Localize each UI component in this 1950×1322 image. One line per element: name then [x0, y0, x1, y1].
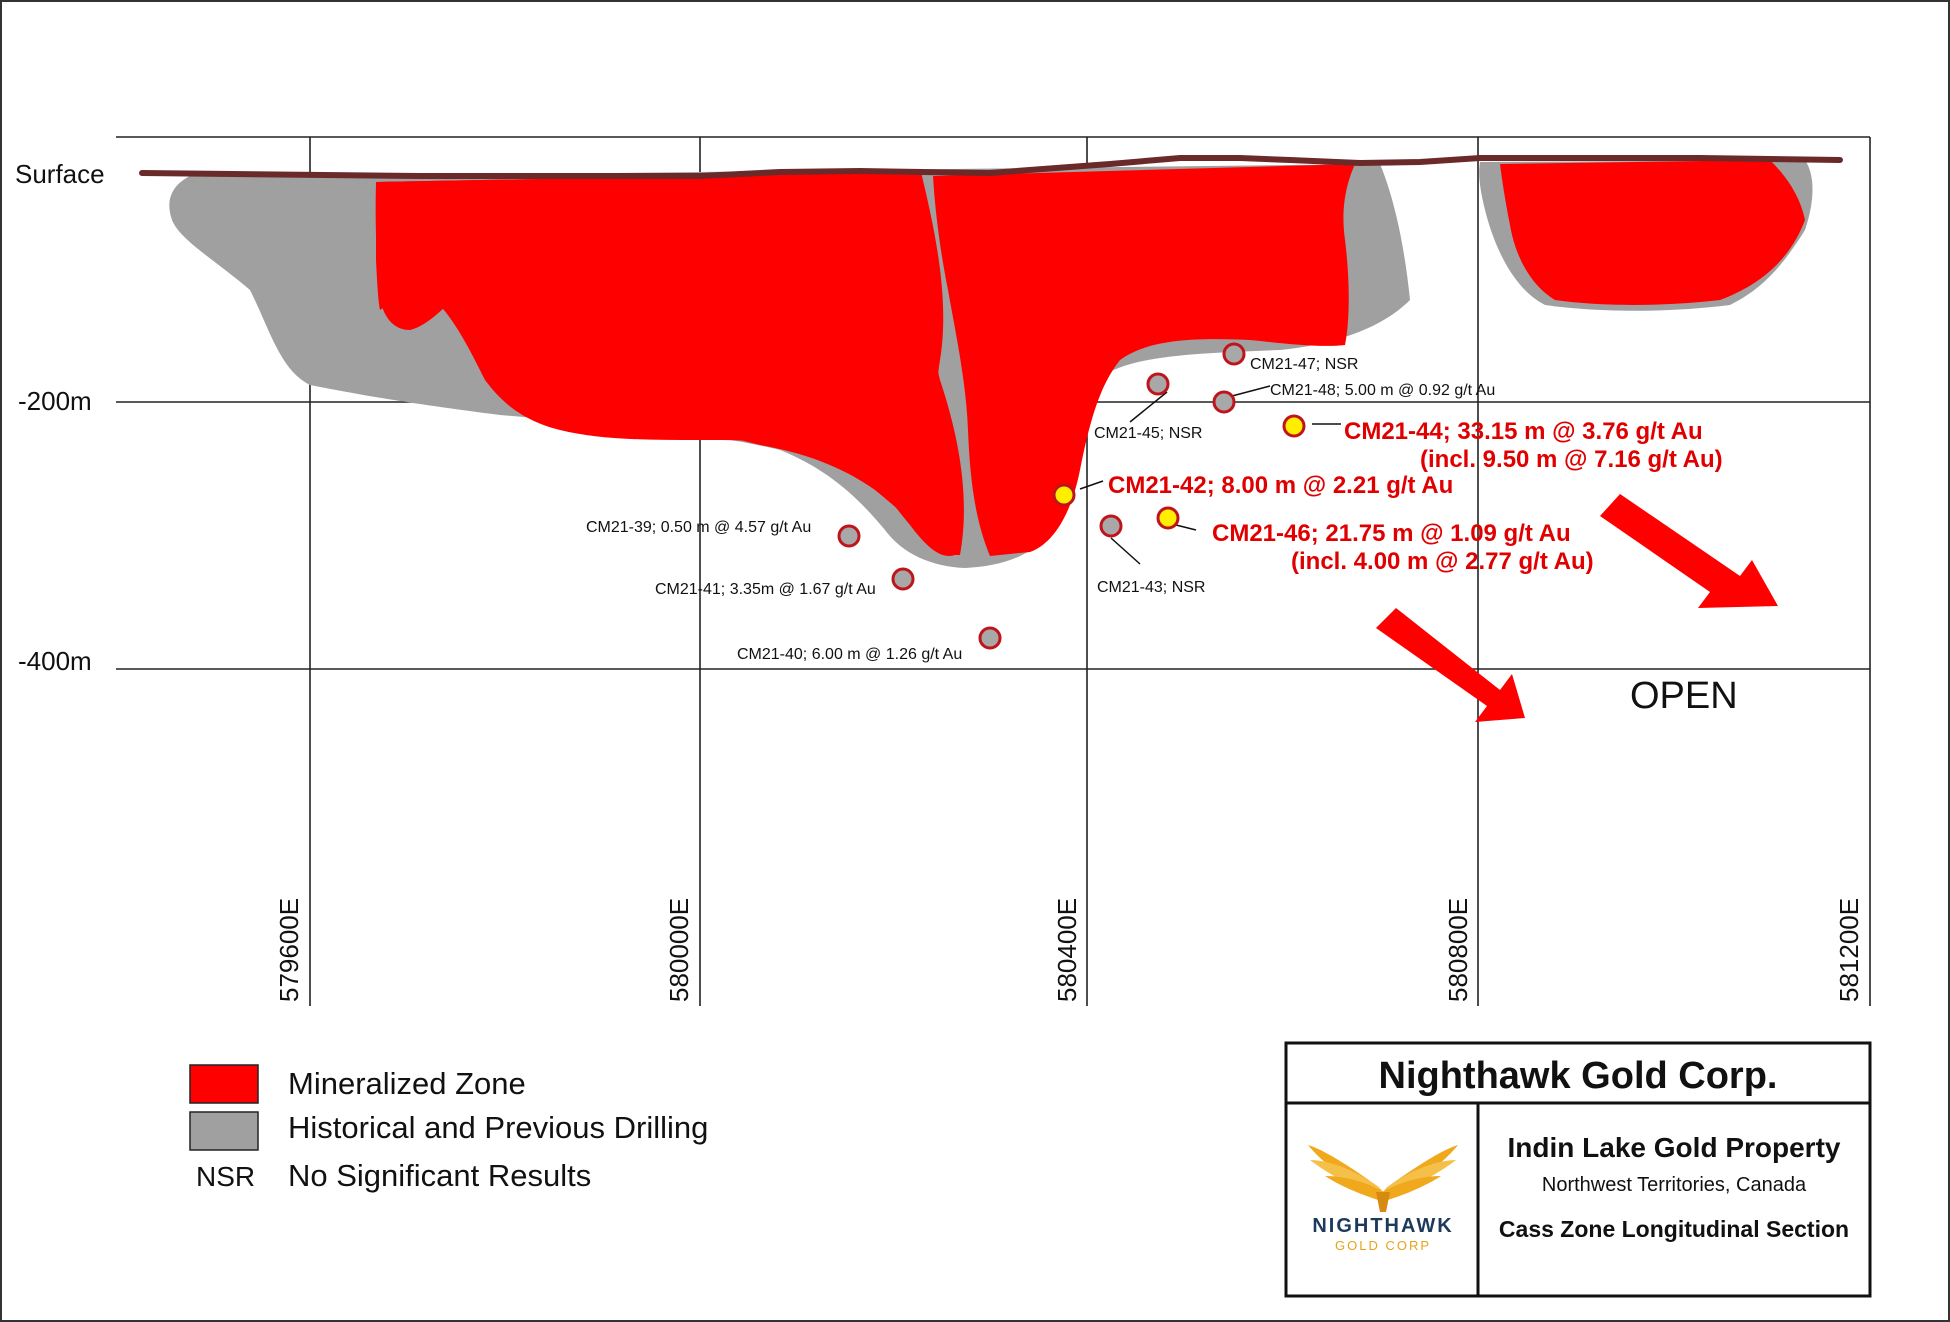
drill-label-cm21-45: CM21-45; NSR: [1094, 425, 1202, 442]
depth-label-400m: -400m: [18, 646, 92, 676]
drill-label-cm21-43: CM21-43; NSR: [1097, 579, 1205, 596]
depth-label-200m: -200m: [18, 386, 92, 416]
legend-label-mineralized: Mineralized Zone: [288, 1066, 526, 1101]
legend-label-nsr: No Significant Results: [288, 1158, 591, 1193]
depth-label-surface: Surface: [15, 159, 105, 189]
drill-label-cm21-44: CM21-44; 33.15 m @ 3.76 g/t Au: [1344, 418, 1703, 445]
open-arrows: [1376, 494, 1778, 722]
drill-hole-labels: CM21-39; 0.50 m @ 4.57 g/t Au CM21-41; 3…: [586, 356, 1723, 663]
legend-swatch-historical: [189, 1111, 259, 1151]
drill-label-cm21-39: CM21-39; 0.50 m @ 4.57 g/t Au: [586, 519, 811, 536]
surface-line: [139, 155, 1843, 179]
eagle-wings-icon: [1308, 1145, 1458, 1212]
drill-hole-cm21-46[interactable]: [1156, 506, 1180, 530]
drill-hole-markers: [837, 342, 1306, 650]
section-name: Cass Zone Longitudinal Section: [1499, 1216, 1849, 1242]
drill-hole-cm21-39[interactable]: [837, 524, 861, 548]
drill-hole-cm21-47[interactable]: [1222, 342, 1246, 366]
easting-label: 580800E: [1443, 898, 1473, 1002]
company-title: Nighthawk Gold Corp.: [1379, 1055, 1778, 1097]
drill-hole-cm21-41[interactable]: [891, 567, 915, 591]
drill-label-cm21-48: CM21-48; 5.00 m @ 0.92 g/t Au: [1270, 382, 1495, 399]
drill-hole-cm21-45[interactable]: [1146, 372, 1170, 396]
drill-hole-cm21-43[interactable]: [1099, 514, 1123, 538]
legend-swatch-nsr: NSR: [196, 1161, 255, 1192]
property-name: Indin Lake Gold Property: [1508, 1132, 1841, 1163]
legend: Mineralized Zone Historical and Previous…: [189, 1064, 708, 1193]
drill-hole-cm21-42[interactable]: [1052, 483, 1076, 507]
mineralized-zone: [375, 160, 1805, 556]
open-arrow-upper: [1600, 494, 1778, 608]
drill-label-cm21-42: CM21-42; 8.00 m @ 2.21 g/t Au: [1108, 472, 1453, 499]
property-region: Northwest Territories, Canada: [1542, 1174, 1807, 1196]
drill-label-cm21-40: CM21-40; 6.00 m @ 1.26 g/t Au: [737, 646, 962, 663]
drill-label-cm21-44-incl: (incl. 9.50 m @ 7.16 g/t Au): [1420, 446, 1723, 473]
legend-label-historical: Historical and Previous Drilling: [288, 1110, 708, 1145]
easting-labels: 579600E 580000E 580400E 580800E 581200E: [274, 898, 1864, 1002]
leader-lines: [1079, 385, 1341, 565]
legend-swatch-mineralized: [189, 1064, 259, 1104]
title-block: Nighthawk Gold Corp. Indin Lake Gold Pro…: [1284, 1041, 1872, 1298]
drill-hole-cm21-44[interactable]: [1282, 414, 1306, 438]
drill-label-cm21-47: CM21-47; NSR: [1250, 356, 1358, 373]
drill-label-cm21-46-incl: (incl. 4.00 m @ 2.77 g/t Au): [1291, 548, 1594, 575]
drill-hole-cm21-48[interactable]: [1212, 390, 1236, 414]
company-logo: NIGHTHAWK GOLD CORP: [1308, 1145, 1458, 1253]
easting-label: 580400E: [1052, 898, 1082, 1002]
drill-hole-cm21-40[interactable]: [978, 626, 1002, 650]
easting-label: 579600E: [274, 898, 304, 1002]
drill-label-cm21-41: CM21-41; 3.35m @ 1.67 g/t Au: [655, 581, 876, 598]
easting-label: 580000E: [664, 898, 694, 1002]
open-label: OPEN: [1630, 675, 1738, 717]
logo-name: NIGHTHAWK: [1312, 1215, 1453, 1237]
open-arrow-lower: [1376, 608, 1525, 722]
logo-sub: GOLD CORP: [1335, 1238, 1431, 1253]
drill-label-cm21-46: CM21-46; 21.75 m @ 1.09 g/t Au: [1212, 520, 1571, 547]
easting-label: 581200E: [1834, 898, 1864, 1002]
